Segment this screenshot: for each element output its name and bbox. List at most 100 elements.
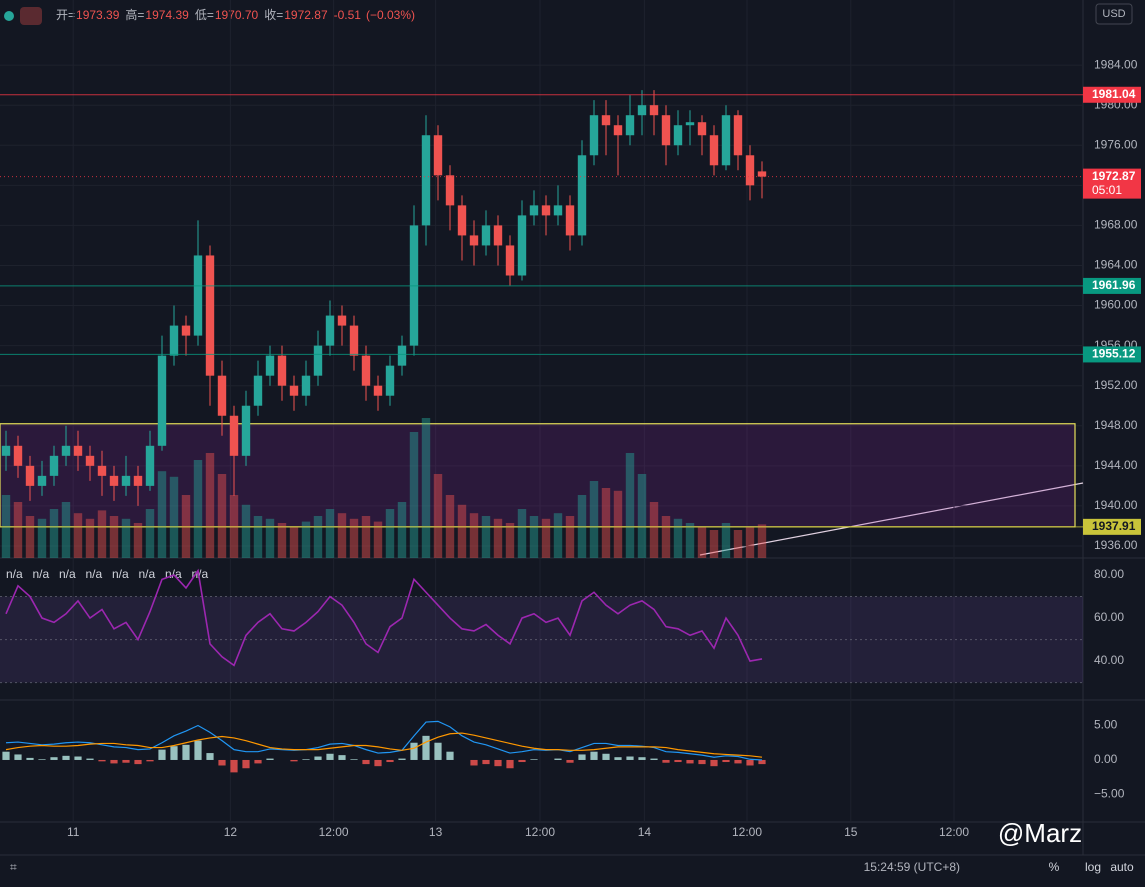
macd-histogram <box>254 759 262 764</box>
macd-histogram <box>638 757 646 760</box>
macd-histogram <box>530 759 538 760</box>
candle-body <box>685 122 695 126</box>
candle-body <box>625 115 635 136</box>
volume-bar <box>745 527 755 558</box>
x-tick-label: 13 <box>429 825 443 839</box>
x-tick-label: 12:00 <box>525 825 555 839</box>
macd-histogram <box>302 759 310 760</box>
macd-histogram <box>362 759 370 765</box>
candle-body <box>265 355 275 376</box>
y-tick-label: 1964.00 <box>1094 258 1138 272</box>
rsi-tick-label: 40.00 <box>1094 653 1124 667</box>
calendar-icon[interactable]: ⌗ <box>10 860 17 874</box>
volume-bar <box>145 509 155 558</box>
volume-bar <box>13 502 23 558</box>
change-pct: (−0.03%) <box>366 8 415 22</box>
candle-body <box>637 105 647 116</box>
level-tag <box>1083 86 1141 103</box>
volume-bar <box>97 510 107 558</box>
level-tag <box>1083 277 1141 294</box>
volume-bar <box>217 474 227 558</box>
macd-histogram <box>626 756 634 760</box>
volume-bar <box>517 509 527 558</box>
candle-body <box>109 475 119 486</box>
candle-body <box>349 325 359 356</box>
macd-histogram <box>74 756 82 760</box>
volume-bar <box>73 513 83 558</box>
volume-bar <box>61 502 71 558</box>
candle-body <box>721 115 731 166</box>
candle-body <box>253 375 263 406</box>
candle-body <box>445 175 455 206</box>
y-tick-label: 1960.00 <box>1094 298 1138 312</box>
rsi-line <box>5 568 763 667</box>
footer-button[interactable]: % <box>1049 860 1060 874</box>
macd-histogram <box>26 757 34 760</box>
macd-histogram <box>266 758 274 760</box>
candle-body <box>61 445 71 456</box>
currency: USD <box>1102 8 1125 20</box>
level-label: 1981.04 <box>1092 87 1136 101</box>
ohlc-value: 1972.87 <box>284 8 328 22</box>
footer-button[interactable]: log <box>1085 860 1101 874</box>
volume-bar <box>757 524 767 558</box>
candle-body <box>181 325 191 336</box>
candle-body <box>325 315 335 346</box>
candle-body <box>277 355 287 386</box>
volume-bar <box>253 516 263 558</box>
macd-histogram <box>326 753 334 760</box>
candle-body <box>541 205 551 216</box>
macd-histogram <box>614 757 622 760</box>
volume-bar <box>505 523 515 558</box>
volume-bar <box>277 523 287 558</box>
volume-bar <box>409 432 419 558</box>
volume-bar <box>469 513 479 558</box>
footer-button[interactable]: auto <box>1110 860 1134 874</box>
currency-button[interactable] <box>1095 3 1133 25</box>
candle-body <box>589 115 599 156</box>
ohlc-value: 1974.39 <box>145 8 189 22</box>
macd-line <box>5 720 763 761</box>
candle-body <box>397 345 407 366</box>
macd-histogram <box>110 759 118 764</box>
macd-histogram <box>230 759 238 773</box>
volume-bar <box>457 504 467 558</box>
ohlc-label: 低= <box>195 8 214 22</box>
toggle-button[interactable] <box>20 7 42 25</box>
volume-bar <box>565 516 575 558</box>
macd-tick-label: 0.00 <box>1094 752 1118 766</box>
macd-histogram <box>314 756 322 760</box>
macd-histogram <box>218 759 226 766</box>
macd-histogram <box>722 759 730 763</box>
candle-body <box>385 365 395 396</box>
macd-histogram <box>554 758 562 760</box>
volume-bar <box>421 418 431 558</box>
x-tick-label: 12:00 <box>732 825 762 839</box>
x-tick-label: 15 <box>844 825 858 839</box>
volume-bar <box>613 490 623 558</box>
macd-histogram <box>374 759 382 767</box>
volume-bar <box>265 518 275 558</box>
macd-histogram <box>518 759 526 763</box>
macd-histogram <box>590 751 598 760</box>
rsi-label: n/a <box>59 567 76 581</box>
rsi-label: n/a <box>86 567 103 581</box>
volume-bar <box>325 509 335 558</box>
volume-bar <box>733 530 743 558</box>
volume-bar <box>37 518 47 558</box>
macd-tick-label: 5.00 <box>1094 718 1118 732</box>
volume-bar <box>313 516 323 558</box>
countdown: 05:01 <box>1092 183 1122 197</box>
change: -0.51 <box>334 8 362 22</box>
volume-bar <box>625 453 635 558</box>
level-label: 1961.96 <box>1092 278 1136 292</box>
volume-bar <box>649 502 659 558</box>
volume-bar <box>205 453 215 558</box>
x-tick-label: 11 <box>67 825 80 839</box>
ohlc-label: 开= <box>56 8 75 22</box>
candle-body <box>121 475 131 486</box>
ohlc-label: 高= <box>125 7 144 22</box>
ohlc-value: 1970.70 <box>215 8 259 22</box>
watermark: @Marz <box>998 818 1082 848</box>
macd-histogram <box>14 754 22 760</box>
